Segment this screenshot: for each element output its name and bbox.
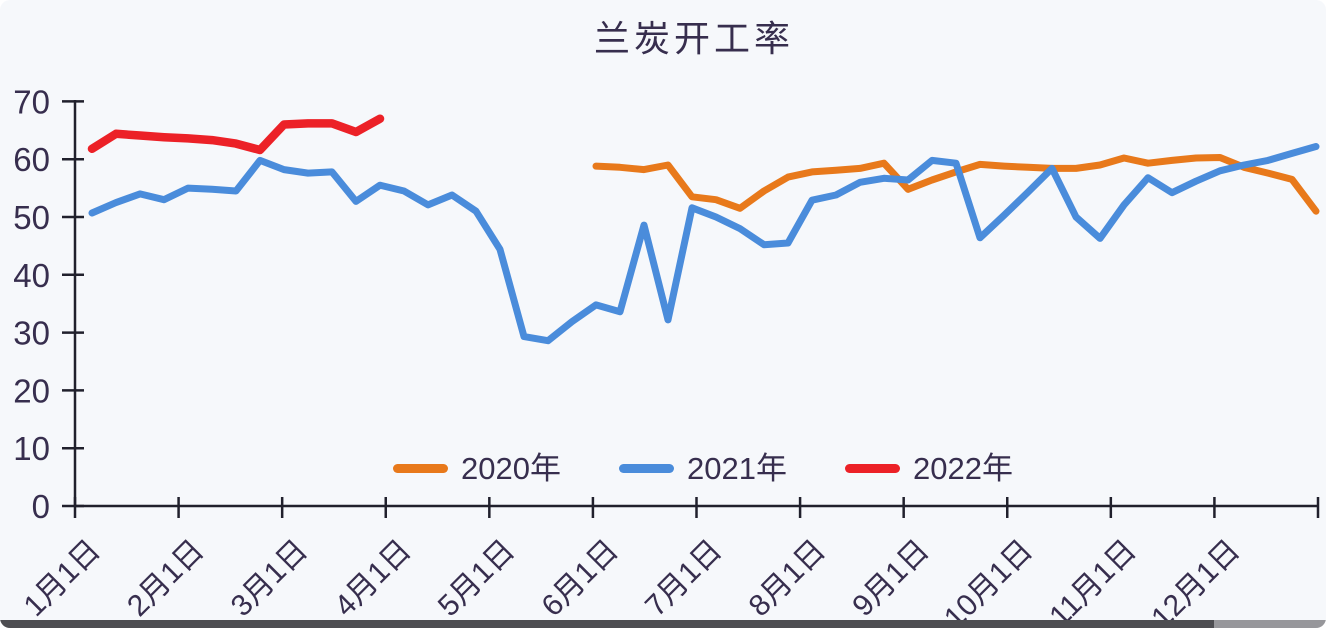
y-axis-label: 30 [13,315,50,352]
y-axis-label: 60 [13,141,50,178]
chart-title: 兰炭开工率 [593,18,794,59]
x-axis-label: 10月1日 [938,534,1039,628]
legend-item-2020: 2020年 [393,453,561,484]
series-line-2021 [88,143,1320,345]
y-axis-label: 0 [32,488,50,525]
bottom-edge-bar-dark [0,620,1214,628]
y-axis-label: 50 [13,199,50,236]
x-axis-label: 5月1日 [432,534,521,623]
series-line-2022 [87,114,385,155]
legend-swatch-2020 [393,463,448,473]
y-axis-label: 40 [13,257,50,294]
legend-label-2021: 2021年 [687,450,787,486]
x-axis-label: 9月1日 [846,534,935,623]
x-axis-label: 1月1日 [18,534,107,623]
x-axis-label: 11月1日 [1043,534,1143,628]
x-axis-label: 6月1日 [536,534,625,623]
y-axis-label: 20 [13,372,50,409]
legend-swatch-2022 [845,463,901,473]
y-axis-label: 70 [13,83,50,120]
legend-item-2021: 2021年 [619,453,787,484]
legend-label-2022: 2022年 [913,450,1013,486]
legend-swatch-2021 [619,463,675,473]
x-axis-label: 12月1日 [1145,534,1246,628]
x-axis-label: 2月1日 [121,534,210,623]
chart-legend: 2020年 2021年 2022年 [393,449,1013,487]
y-axis-label: 10 [13,430,50,467]
bottom-edge-bar-light [1214,620,1326,628]
x-axis-label: 3月1日 [225,534,314,623]
legend-item-2022: 2022年 [845,453,1013,484]
x-axis-label: 4月1日 [328,534,417,623]
legend-label-2020: 2020年 [461,450,561,486]
x-axis-label: 8月1日 [743,534,832,623]
x-axis-label: 7月1日 [639,534,728,623]
